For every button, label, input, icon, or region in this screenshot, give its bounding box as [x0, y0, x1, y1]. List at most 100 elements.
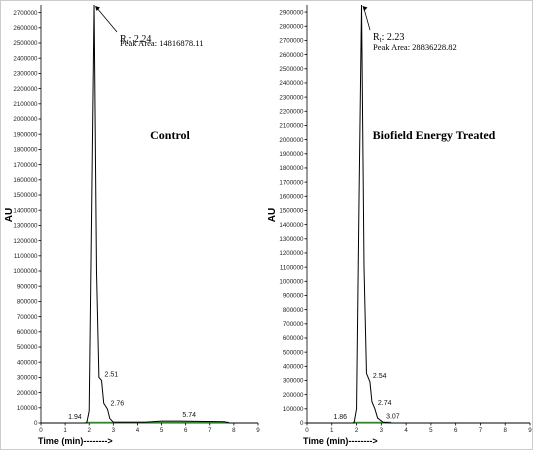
y-tick-label: 2000000	[13, 116, 38, 123]
apex-arrow-head	[362, 6, 368, 11]
y-tick-label: 1500000	[279, 208, 304, 215]
y-tick-label: 1800000	[13, 147, 38, 154]
y-tick-label: 900000	[17, 283, 38, 290]
x-tick-label: 8	[503, 427, 507, 434]
peak-label: 2.54	[373, 373, 387, 380]
chart-biofield-treated: 0 100000 200000 300000 400000 500000 600000 700…	[267, 4, 532, 446]
x-axis-label: Time (min)-------->	[38, 436, 113, 446]
y-tick-label: 800000	[17, 299, 38, 306]
y-tick-label: 2800000	[279, 23, 304, 30]
x-tick-label: 2	[355, 427, 359, 434]
y-tick-label: 800000	[283, 307, 304, 314]
y-tick-label: 2200000	[279, 108, 304, 115]
x-tick-label: 9	[256, 427, 260, 434]
y-tick-label: 2700000	[279, 38, 304, 45]
y-axis-label: AU	[267, 208, 278, 222]
y-tick-label: 100000	[17, 405, 38, 412]
y-tick-label: 1500000	[13, 192, 38, 199]
x-tick-label: 7	[208, 427, 212, 434]
y-tick-label: 900000	[283, 293, 304, 300]
y-tick-label: 2200000	[13, 86, 38, 93]
y-tick-label: 1400000	[13, 207, 38, 214]
y-tick-label: 2000000	[279, 137, 304, 144]
peak-label: 2.51	[105, 371, 119, 378]
y-tick-label: 1600000	[13, 177, 38, 184]
x-tick-label: 7	[479, 427, 483, 434]
x-tick-label: 6	[184, 427, 188, 434]
y-tick-label: 2300000	[13, 71, 38, 78]
y-tick-label: 2600000	[279, 52, 304, 59]
y-tick-label: 300000	[17, 375, 38, 382]
y-tick-label: 1600000	[279, 193, 304, 200]
x-tick-label: 3	[380, 427, 384, 434]
x-tick-label: 3	[112, 427, 116, 434]
y-tick-label: 1700000	[13, 162, 38, 169]
x-tick-label: 4	[136, 427, 140, 434]
y-tick-label: 1200000	[13, 238, 38, 245]
y-tick-label: 2400000	[13, 55, 38, 62]
y-tick-label: 1100000	[280, 264, 304, 271]
y-tick-label: 2500000	[13, 40, 38, 47]
peak-label: 2.74	[378, 400, 392, 407]
x-tick-label: 0	[39, 427, 43, 434]
y-tick-label: 400000	[283, 364, 304, 371]
y-tick-label: 2100000	[279, 123, 304, 130]
peak-label: 1.86	[333, 414, 347, 421]
x-tick-label: 2	[87, 427, 91, 434]
y-tick-label: 200000	[283, 392, 304, 399]
y-tick-label: 1700000	[279, 179, 304, 186]
y-tick-label: 2700000	[13, 10, 38, 17]
y-tick-label: 400000	[17, 359, 38, 366]
y-tick-label: 2500000	[279, 66, 304, 73]
x-tick-label: 4	[404, 427, 408, 434]
y-tick-label: 1200000	[279, 250, 304, 257]
y-tick-label: 200000	[17, 390, 38, 397]
y-axis-label: AU	[4, 208, 15, 222]
retention-time-annotation: Rt: 2.23	[373, 32, 404, 44]
y-tick-label: 300000	[283, 378, 304, 385]
x-tick-label: 5	[160, 427, 164, 434]
apex-arrow-line	[363, 6, 371, 31]
y-tick-label: 2900000	[279, 9, 304, 16]
peak-label: 1.94	[68, 414, 82, 421]
retention-time-annotation: Rt: 2.24	[120, 34, 151, 46]
y-tick-label: 1900000	[279, 151, 304, 158]
y-tick-label: 600000	[283, 335, 304, 342]
y-tick-label: 500000	[17, 344, 38, 351]
x-tick-label: 0	[305, 427, 309, 434]
y-tick-label: 600000	[17, 329, 38, 336]
y-tick-label: 1400000	[279, 222, 304, 229]
chart-title: Control	[150, 128, 190, 142]
y-tick-label: 1900000	[13, 131, 38, 138]
y-tick-label: 1300000	[279, 236, 304, 243]
y-tick-label: 500000	[283, 349, 304, 356]
y-tick-label: 0	[300, 420, 304, 427]
y-tick-label: 0	[34, 420, 38, 427]
chromatogram-trace	[307, 4, 530, 424]
peak-area-annotation: Peak Area: 14816878.11	[120, 38, 204, 48]
x-tick-label: 1	[330, 427, 334, 434]
x-tick-label: 8	[232, 427, 236, 434]
peak-label: 5.74	[182, 412, 196, 419]
chart-title: Biofield Energy Treated	[373, 128, 496, 142]
chart-control: 0 100000 200000 300000 400000 500000 600000 700…	[4, 4, 260, 446]
x-tick-label: 6	[454, 427, 458, 434]
y-tick-label: 700000	[17, 314, 38, 321]
y-tick-label: 1100000	[14, 253, 38, 260]
chromatogram-trace	[41, 4, 258, 424]
y-tick-label: 1000000	[13, 268, 38, 275]
y-tick-label: 1300000	[13, 223, 38, 230]
y-tick-label: 700000	[283, 321, 304, 328]
apex-arrow-line	[95, 6, 118, 33]
peak-label: 3.07	[386, 413, 400, 420]
x-tick-label: 5	[429, 427, 433, 434]
apex-arrow-head	[95, 6, 101, 11]
y-tick-label: 1800000	[279, 165, 304, 172]
x-tick-label: 1	[63, 427, 67, 434]
x-tick-label: 9	[528, 427, 532, 434]
y-tick-label: 2100000	[13, 101, 38, 108]
y-tick-label: 2300000	[279, 94, 304, 101]
y-tick-label: 100000	[283, 406, 304, 413]
